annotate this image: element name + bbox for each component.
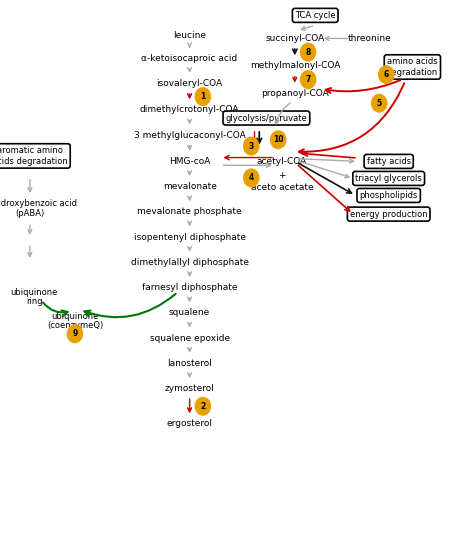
Text: energy production: energy production: [350, 210, 428, 219]
Text: methylmalonyl-COA: methylmalonyl-COA: [250, 61, 340, 70]
Text: lanosterol: lanosterol: [167, 359, 212, 368]
Text: squalene: squalene: [169, 309, 210, 317]
Text: 2: 2: [200, 402, 206, 411]
Circle shape: [379, 66, 394, 83]
Circle shape: [301, 43, 316, 61]
Text: phospholipids: phospholipids: [359, 191, 418, 200]
Text: glycolysis/pyruvate: glycolysis/pyruvate: [226, 114, 307, 122]
Text: 6: 6: [383, 70, 389, 79]
Text: amino acids
degradation: amino acids degradation: [387, 57, 438, 77]
Text: fatty acids: fatty acids: [366, 157, 411, 166]
Text: isovaleryl-COA: isovaleryl-COA: [156, 79, 223, 88]
Text: +: +: [278, 171, 286, 180]
Text: (coenzymeQ): (coenzymeQ): [47, 321, 103, 330]
Text: zymosterol: zymosterol: [164, 384, 215, 393]
Text: dimethylallyl diphosphate: dimethylallyl diphosphate: [131, 258, 248, 267]
Text: TCA cycle: TCA cycle: [295, 11, 336, 20]
Circle shape: [271, 131, 286, 148]
Text: 5: 5: [377, 99, 382, 108]
Text: 3 methylglucaconyl-COA: 3 methylglucaconyl-COA: [134, 131, 246, 139]
Text: 10: 10: [273, 135, 283, 144]
Text: 9: 9: [72, 329, 78, 338]
Text: aceto acetate: aceto acetate: [251, 183, 313, 192]
Text: ubiquinone: ubiquinone: [10, 288, 58, 296]
Text: 7: 7: [305, 75, 311, 84]
Text: α-ketoisocaproic acid: α-ketoisocaproic acid: [141, 54, 238, 63]
Text: (pABA): (pABA): [15, 209, 45, 217]
Text: triacyl glycerols: triacyl glycerols: [356, 174, 422, 183]
Text: acetyl-COA: acetyl-COA: [257, 157, 307, 166]
Text: 4: 4: [248, 173, 254, 182]
Text: threonine: threonine: [348, 34, 392, 43]
Text: mevalonate phosphate: mevalonate phosphate: [137, 208, 242, 216]
Text: 1: 1: [200, 92, 206, 101]
Circle shape: [244, 137, 259, 155]
Text: ubiquinone: ubiquinone: [51, 312, 99, 321]
Text: succinyl-COA: succinyl-COA: [265, 34, 324, 43]
Text: mevalonate: mevalonate: [163, 182, 217, 191]
Text: ergosterol: ergosterol: [166, 419, 213, 428]
Circle shape: [195, 88, 210, 105]
Circle shape: [372, 94, 387, 112]
Circle shape: [195, 397, 210, 415]
Text: HMG-coA: HMG-coA: [169, 157, 210, 166]
Text: dimethylcrotonyl-COA: dimethylcrotonyl-COA: [140, 105, 239, 114]
Text: propanoyl-COA: propanoyl-COA: [261, 89, 328, 98]
Text: isopentenyl diphosphate: isopentenyl diphosphate: [134, 233, 246, 242]
Text: farnesyl diphosphate: farnesyl diphosphate: [142, 283, 237, 292]
Text: ring: ring: [26, 297, 43, 306]
Circle shape: [244, 169, 259, 187]
Text: aromatic amino
acids degradation: aromatic amino acids degradation: [0, 146, 68, 166]
Text: squalene epoxide: squalene epoxide: [149, 334, 230, 343]
Text: 8: 8: [305, 48, 311, 57]
Text: 3: 3: [248, 142, 254, 150]
Circle shape: [301, 71, 316, 88]
Circle shape: [67, 325, 82, 343]
Text: leucine: leucine: [173, 31, 206, 40]
Text: p-hydroxybenzoic acid: p-hydroxybenzoic acid: [0, 199, 77, 208]
